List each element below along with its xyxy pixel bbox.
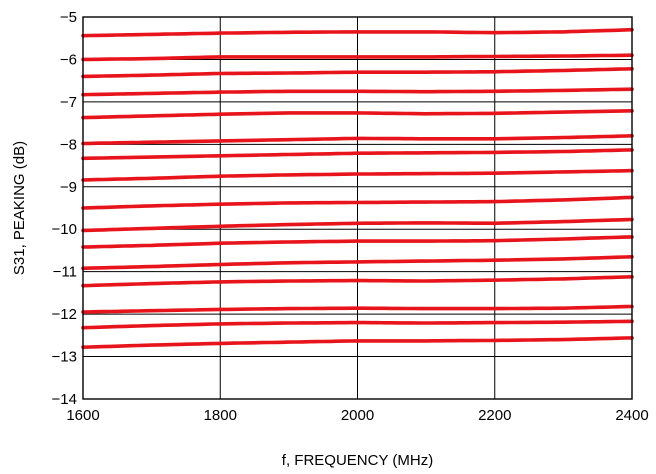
x-axis-title: f, FREQUENCY (MHz) — [282, 452, 433, 469]
y-tick-label: −5 — [60, 9, 77, 26]
series-line-16 — [81, 336, 634, 350]
y-tick-label: −7 — [60, 94, 77, 111]
y-tick-label: −6 — [60, 51, 77, 68]
series-line-6 — [81, 134, 634, 146]
series-line-9 — [81, 195, 634, 210]
series-line-14 — [81, 304, 634, 314]
series-line-11 — [81, 235, 634, 249]
x-tick-label: 2400 — [615, 407, 648, 424]
series-line-15 — [81, 319, 634, 330]
series-line-2 — [81, 53, 634, 62]
y-axis-title: S31, PEAKING (dB) — [11, 141, 28, 275]
plot-frame — [82, 16, 633, 400]
x-tick-label: 1600 — [66, 407, 99, 424]
series-line-12 — [81, 254, 634, 271]
y-tick-label: −11 — [53, 264, 77, 281]
y-tick-label: −9 — [60, 179, 77, 196]
series-line-7 — [81, 148, 634, 161]
y-tick-label: −14 — [52, 391, 77, 408]
series-line-10 — [81, 217, 634, 233]
x-tick-label: 1800 — [204, 407, 237, 424]
series-line-5 — [81, 109, 634, 120]
series-line-8 — [81, 168, 634, 182]
series-line-13 — [81, 274, 634, 288]
series-line-4 — [81, 87, 634, 97]
y-tick-labels: −14 −13 −12 −11 −10 −9 −8 −7 −6 −5 — [52, 9, 77, 408]
y-tick-label: −12 — [52, 306, 77, 323]
y-tick-label: −10 — [52, 221, 77, 238]
y-tick-label: −8 — [60, 136, 77, 153]
series-line-1 — [81, 27, 634, 38]
series-line-3 — [81, 67, 634, 79]
x-tick-label: 2200 — [478, 407, 511, 424]
x-tick-label: 2000 — [341, 407, 374, 424]
x-tick-labels: 1600 1800 2000 2200 2400 — [66, 407, 648, 424]
series-group — [81, 27, 634, 350]
y-tick-label: −13 — [52, 349, 77, 366]
